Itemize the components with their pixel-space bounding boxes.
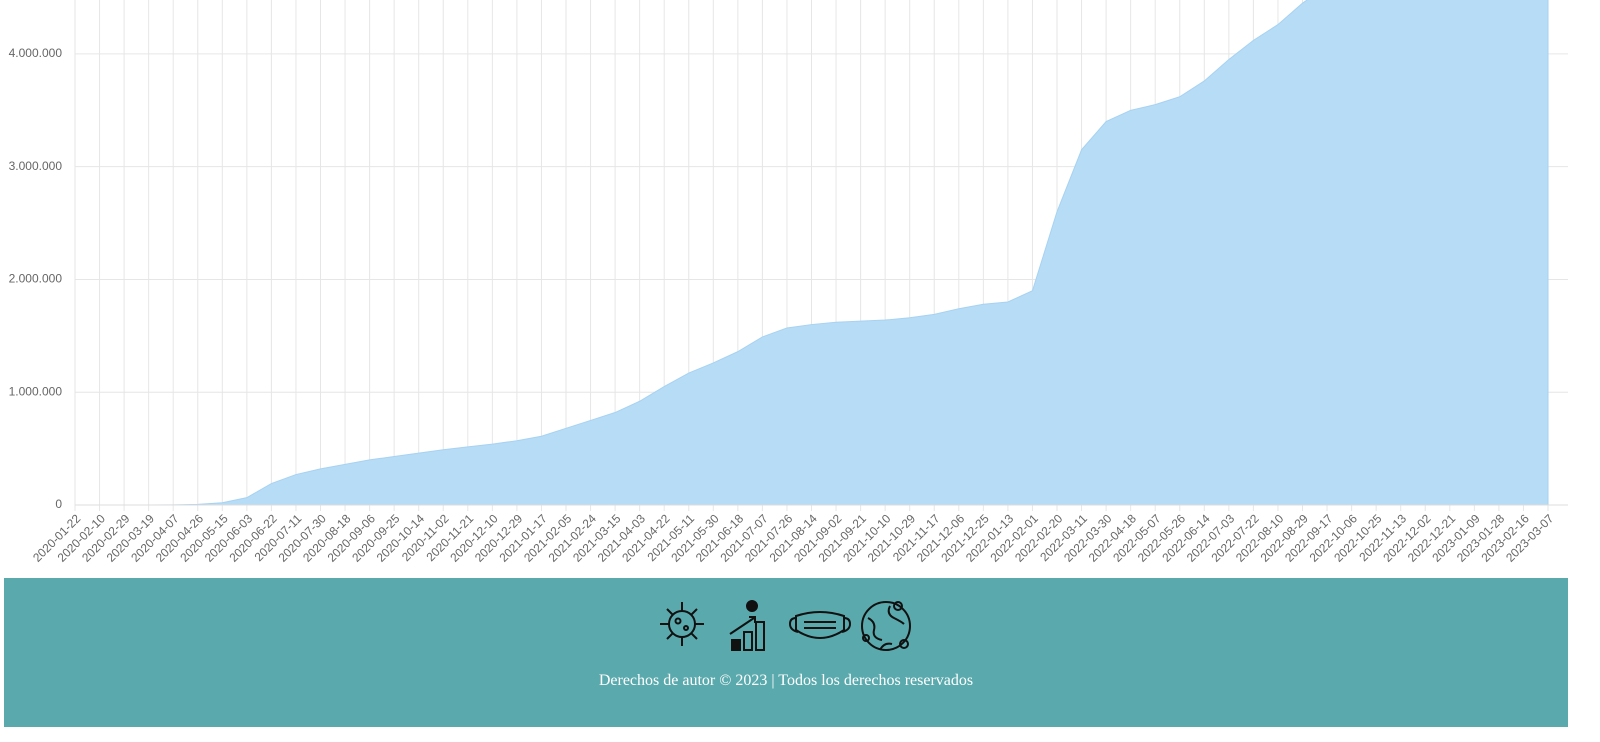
globe-icon: [861, 601, 911, 651]
footer: Derechos de autor © 2023 | Todos los der…: [4, 578, 1568, 727]
chart-icon: [729, 600, 765, 651]
virus-icon: [660, 602, 704, 646]
y-tick-label: 1.000.000: [9, 384, 63, 398]
copyright: Derechos de autor © 2023 | Todos los der…: [598, 672, 974, 689]
y-tick-label: 3.000.000: [9, 159, 63, 173]
area: [75, 0, 1549, 505]
footer-icons: [660, 600, 911, 651]
mask-icon: [788, 611, 852, 639]
chart: 01.000.0002.000.0003.000.0004.000.000202…: [9, 0, 1568, 565]
y-tick-label: 0: [55, 497, 62, 511]
y-tick-label: 2.000.000: [9, 272, 63, 286]
y-tick-label: 4.000.000: [9, 46, 63, 60]
